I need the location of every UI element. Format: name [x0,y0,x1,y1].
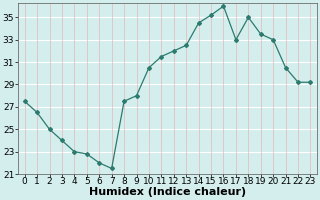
X-axis label: Humidex (Indice chaleur): Humidex (Indice chaleur) [89,187,246,197]
